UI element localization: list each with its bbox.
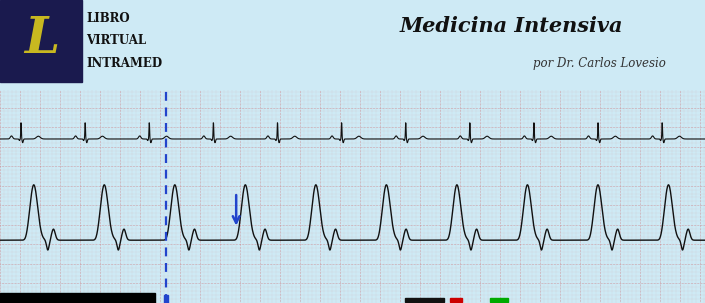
Text: LIBRO: LIBRO — [87, 12, 130, 25]
Text: Medicina Intensiva: Medicina Intensiva — [399, 16, 623, 36]
Text: VIRTUAL: VIRTUAL — [87, 35, 147, 48]
Text: L: L — [25, 15, 60, 64]
Text: por Dr. Carlos Lovesio: por Dr. Carlos Lovesio — [533, 58, 666, 71]
Text: INTRAMED: INTRAMED — [87, 58, 163, 71]
Bar — [0, 293, 155, 303]
Bar — [450, 298, 462, 302]
Bar — [490, 298, 508, 302]
Bar — [164, 295, 168, 303]
Bar — [405, 298, 444, 302]
